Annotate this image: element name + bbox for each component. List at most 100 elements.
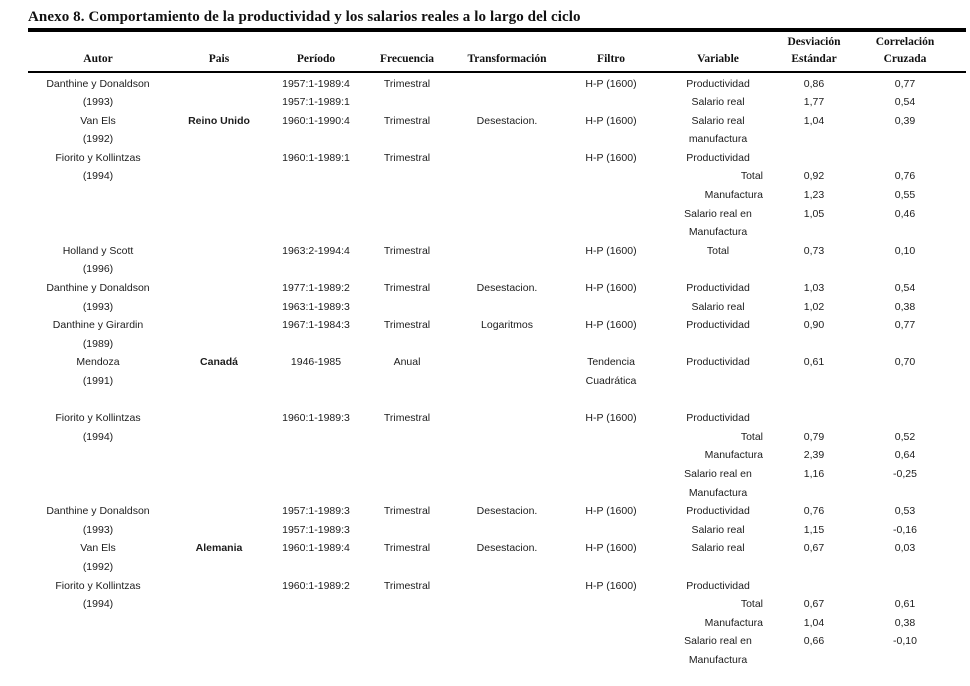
cell-variable: Manufactura: [688, 226, 748, 239]
cell-variable: Salario real: [691, 523, 745, 536]
header-cell-filtro: Filtro: [597, 53, 625, 65]
table-row: Manufactura 1,23 0,55: [28, 186, 958, 205]
cell-frecuencia: Anual: [393, 356, 421, 369]
cell-pais: Reino Unido: [188, 114, 250, 127]
cell-transformacion: Desestacion.: [476, 542, 538, 555]
cell-periodo: 1960:1-1989:3: [282, 412, 350, 425]
cell-variable: Salario real: [691, 114, 745, 127]
cell-frecuencia: Trimestral: [383, 114, 431, 127]
cell-variable: Productividad: [686, 282, 750, 295]
cell-variable: Manufactura: [688, 486, 748, 499]
table-row: (1996): [28, 260, 958, 279]
cell-autor: Holland y Scott: [62, 244, 134, 257]
cell-desviacion-estandar: 0,86: [803, 77, 825, 90]
cell-autor: Van Els: [80, 114, 116, 127]
table-row: (1992): [28, 558, 958, 577]
table-row: (1994) Total 0,67 0,61: [28, 595, 958, 614]
cell-desviacion-estandar: 0,73: [803, 244, 825, 257]
cell-variable: Total: [706, 244, 730, 257]
cell-frecuencia: Trimestral: [383, 412, 431, 425]
cell-autor: (1993): [82, 96, 114, 109]
cell-correlacion-cruzada: 0,77: [894, 319, 916, 332]
cell-correlacion-cruzada: 0,77: [894, 77, 916, 90]
cell-periodo: 1977:1-1989:2: [282, 282, 350, 295]
cell-frecuencia: Trimestral: [383, 319, 431, 332]
table-row: Van Els Alemania 1960:1-1989:4 Trimestral De…: [28, 539, 958, 558]
table-row: Fiorito y Kollintzas 1960:1-1989:3 Trimest…: [28, 409, 958, 428]
cell-correlacion-cruzada: 0,54: [894, 282, 916, 295]
cell-variable: Manufactura: [704, 189, 763, 202]
cell-correlacion-cruzada: 0,38: [894, 616, 916, 629]
cell-periodo: 1957:1-1989:1: [282, 96, 350, 109]
cell-variable: Manufactura: [688, 653, 748, 666]
header-rule: [28, 71, 966, 73]
cell-autor: (1992): [82, 133, 114, 146]
table-body: Danthine y Donaldson 1957:1-1989:4 Trimest…: [28, 75, 958, 670]
cell-variable: Total: [740, 430, 763, 443]
cell-correlacion-cruzada: 0,46: [894, 207, 916, 220]
cell-correlacion-cruzada: 0,64: [894, 449, 916, 462]
cell-transformacion: Logaritmos: [481, 319, 533, 332]
cell-filtro: Cuadrática: [585, 375, 637, 387]
title-rule: [28, 28, 966, 32]
cell-autor: (1991): [82, 375, 114, 387]
cell-filtro: H-P (1600): [585, 412, 637, 425]
cell-correlacion-cruzada: 0,70: [894, 356, 916, 369]
table-row: Fiorito y Kollintzas 1960:1-1989:2 Trimest…: [28, 577, 958, 596]
table-row: Salario real en 0,66 -0,10: [28, 632, 958, 651]
header-cell-variable: Variable: [697, 53, 739, 65]
header-cell-autor: Autor: [83, 53, 113, 65]
table-row: (1993) 1957:1-1989:3 Salario real 1,15 -0,16: [28, 521, 958, 540]
cell-filtro: Tendencia: [587, 356, 635, 369]
cell-periodo: 1960:1-1989:4: [282, 542, 350, 555]
cell-filtro: H-P (1600): [585, 579, 637, 592]
table-row: Manufactura 1,04 0,38: [28, 614, 958, 633]
cell-autor: Danthine y Donaldson: [46, 282, 150, 295]
cell-desviacion-estandar: 1,03: [803, 282, 825, 295]
cell-frecuencia: Trimestral: [383, 151, 431, 164]
cell-filtro: H-P (1600): [585, 151, 637, 164]
cell-periodo: 1960:1-1989:2: [282, 579, 350, 592]
cell-periodo: 1967:1-1984:3: [282, 319, 350, 332]
cell-correlacion-cruzada: 0,61: [894, 598, 916, 611]
cell-periodo: 1957:1-1989:4: [282, 77, 350, 90]
header-cell-variable-group: [660, 36, 776, 48]
table-row: Manufactura: [28, 223, 958, 242]
cell-filtro: H-P (1600): [585, 77, 637, 90]
cell-correlacion-cruzada: 0,54: [894, 96, 916, 109]
cell-variable: Salario real: [691, 300, 745, 313]
cell-filtro: H-P (1600): [585, 319, 637, 332]
cell-periodo: 1963:2-1994:4: [282, 244, 350, 257]
header-cell-periodo: Período: [296, 53, 336, 65]
cell-variable: Productividad: [686, 412, 750, 425]
cell-desviacion-estandar: 0,61: [803, 356, 825, 369]
cell-desviacion-estandar: 0,92: [803, 170, 825, 183]
cell-autor: (1993): [82, 523, 114, 536]
cell-desviacion-estandar: 0,90: [803, 319, 825, 332]
cell-transformacion: Desestacion.: [476, 114, 538, 127]
table-row: (1992) manufactura: [28, 130, 958, 149]
header-cell-pais-group: [168, 36, 270, 48]
cell-autor: Danthine y Donaldson: [46, 77, 150, 90]
table-row: (1994) Total 0,92 0,76: [28, 167, 958, 186]
cell-filtro: H-P (1600): [585, 505, 637, 518]
cell-desviacion-estandar: 0,79: [803, 430, 825, 443]
cell-variable: Total: [740, 170, 763, 183]
cell-autor: Fiorito y Kollintzas: [55, 412, 141, 425]
cell-variable: Manufactura: [704, 449, 763, 462]
cell-filtro: H-P (1600): [585, 282, 637, 295]
header-cell-desviacion-estandar-group: Desviación: [787, 36, 841, 48]
cell-variable: Manufactura: [704, 616, 763, 629]
table-header-group-row: Desviación Correlación: [28, 36, 958, 48]
cell-autor: Mendoza: [76, 356, 120, 369]
cell-variable: Salario real en: [684, 467, 752, 480]
cell-frecuencia: Trimestral: [383, 505, 431, 518]
cell-desviacion-estandar: 0,76: [803, 505, 825, 518]
cell-desviacion-estandar: 2,39: [803, 449, 825, 462]
table-row: Manufactura: [28, 651, 958, 670]
cell-desviacion-estandar: 0,67: [803, 598, 825, 611]
table-row: Danthine y Donaldson 1957:1-1989:4 Trimest…: [28, 75, 958, 94]
cell-transformacion: Desestacion.: [476, 505, 538, 518]
header-cell-pais: Pais: [208, 53, 230, 65]
